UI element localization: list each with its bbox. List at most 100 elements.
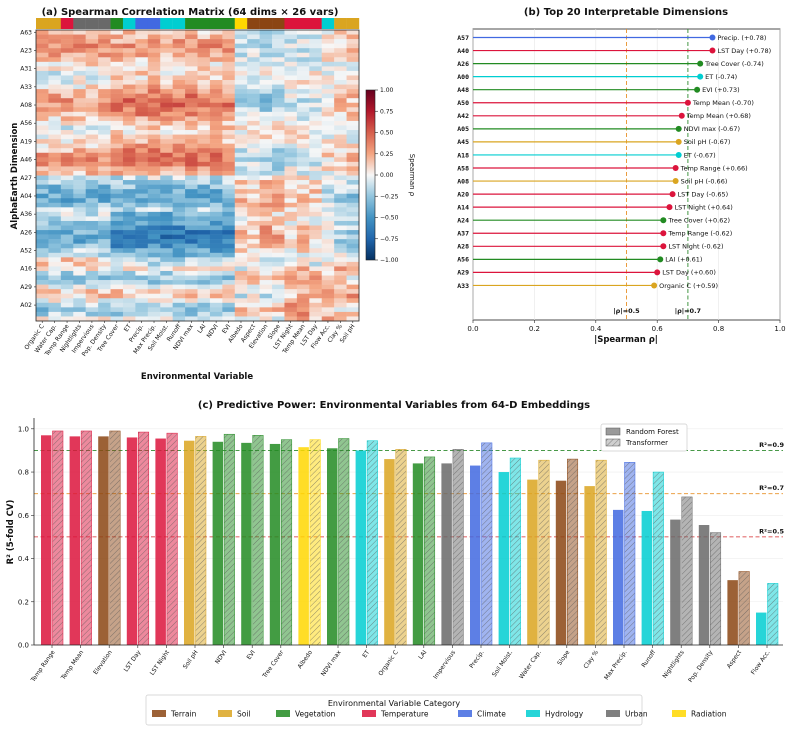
dimension-tick-label: A19 [20,138,32,145]
panel-b-xtick-label: 0.2 [529,325,540,333]
heatmap-cell [73,175,86,181]
dimension-tick-label: A46 [20,157,32,164]
heatmap-cell [98,170,111,176]
heatmap-cell [272,311,285,317]
heatmap-cell [197,70,211,76]
heatmap-cell [334,261,347,267]
heatmap-cell [172,84,186,90]
heatmap-cell [73,98,86,103]
heatmap-cell [247,193,260,199]
heatmap-cell [296,189,310,194]
heatmap-cell [309,275,322,281]
dimension-tick-label: A04 [20,193,32,200]
heatmap-cell [110,189,124,194]
bar-transformer-hatch-pop-density [710,532,722,646]
heatmap-cell [122,225,136,231]
heatmap-cell [185,166,198,172]
heatmap-cell [85,316,99,322]
panel-c-ytick-label: 0.2 [18,598,29,606]
heatmap-cell [197,61,211,67]
heatmap-cell [247,134,260,140]
lollipop-dot-a57 [709,34,716,41]
heatmap-cell [321,311,335,317]
heatmap-cell [209,261,223,267]
heatmap-cell [147,120,161,126]
legend-swatch-temperature [362,710,376,717]
heatmap-cell [209,311,223,317]
heatmap-cell [234,239,248,244]
heatmap-cell [135,298,149,304]
lollipop-dim-a28: A28 [457,243,469,251]
panel-a-title: (a) Spearman Correlation Matrix (64 dims… [42,7,339,18]
heatmap-cell [222,220,236,226]
heatmap-cell [48,157,62,163]
heatmap-cell [272,30,285,35]
heatmap-cell [209,134,223,140]
heatmap-cell [48,120,62,126]
heatmap-cell [98,70,111,76]
heatmap-cell [122,139,136,144]
category-strip-nightlights [73,18,86,29]
heatmap-cell [259,48,273,53]
heatmap-cell [284,202,298,208]
heatmap-cell [147,61,161,67]
heatmap-cell [36,57,49,63]
heatmap-cell [60,52,74,58]
lollipop-dim-a20: A20 [457,190,469,198]
heatmap-cell [48,102,62,108]
heatmap-cell [185,70,198,76]
heatmap-cell [259,166,273,172]
lollipop-dot-a37 [660,230,667,237]
lollipop-label-a00: ET (-0.74) [705,73,737,81]
heatmap-cell [147,302,161,308]
heatmap-cell [160,152,173,158]
panel-a-xlabel: Environmental Variable [141,372,253,382]
heatmap-cell [185,302,198,308]
heatmap-cell [222,289,236,294]
heatmap-cell [60,30,74,35]
heatmap-cell [296,180,310,185]
heatmap-cell [259,280,273,285]
heatmap-cell [197,184,211,190]
heatmap-cell [346,216,360,222]
heatmap-cell [98,266,111,272]
heatmap-cell [122,39,136,44]
heatmap-cell [346,230,360,235]
heatmap-cell [197,152,211,158]
heatmap-cell [60,57,74,63]
heatmap-cell [73,207,86,213]
heatmap-cell [185,80,198,85]
heatmap-cell [122,298,136,304]
category-strip-ndvi [209,18,223,29]
heatmap-cell [259,266,273,272]
heatmap-cell [147,143,161,149]
heatmap-cell [147,39,161,44]
heatmap-cell [284,198,298,204]
heatmap-cell [309,43,322,49]
heatmap-cell [98,120,111,126]
heatmap-cell [147,34,161,40]
heatmap-cell [135,307,149,313]
heatmap-cell [222,298,236,304]
heatmap-cell [259,275,273,281]
panel-c-bars: (c) Predictive Power: Environmental Vari… [6,400,784,726]
heatmap-cell [296,161,310,167]
heatmap-cell [247,243,260,249]
heatmap-cell [334,166,347,172]
heatmap-cell [222,166,236,172]
lollipop-dim-a48: A48 [457,86,469,94]
heatmap-cell [259,180,273,185]
heatmap-cell [85,157,99,163]
heatmap-cell [234,311,248,317]
heatmap-cell [334,220,347,226]
heatmap-cell [73,261,86,267]
heatmap-cell [321,98,335,103]
heatmap-cell [284,248,298,254]
panel-b-threshold-label: |ρ|=0.5 [613,307,640,316]
heatmap-cell [247,270,260,276]
heatmap-cell [185,289,198,294]
heatmap-cell [346,207,360,213]
panel-c-threshold-label: R²=0.9 [759,441,784,449]
heatmap-cell [122,98,136,103]
heatmap-cell [234,43,248,49]
